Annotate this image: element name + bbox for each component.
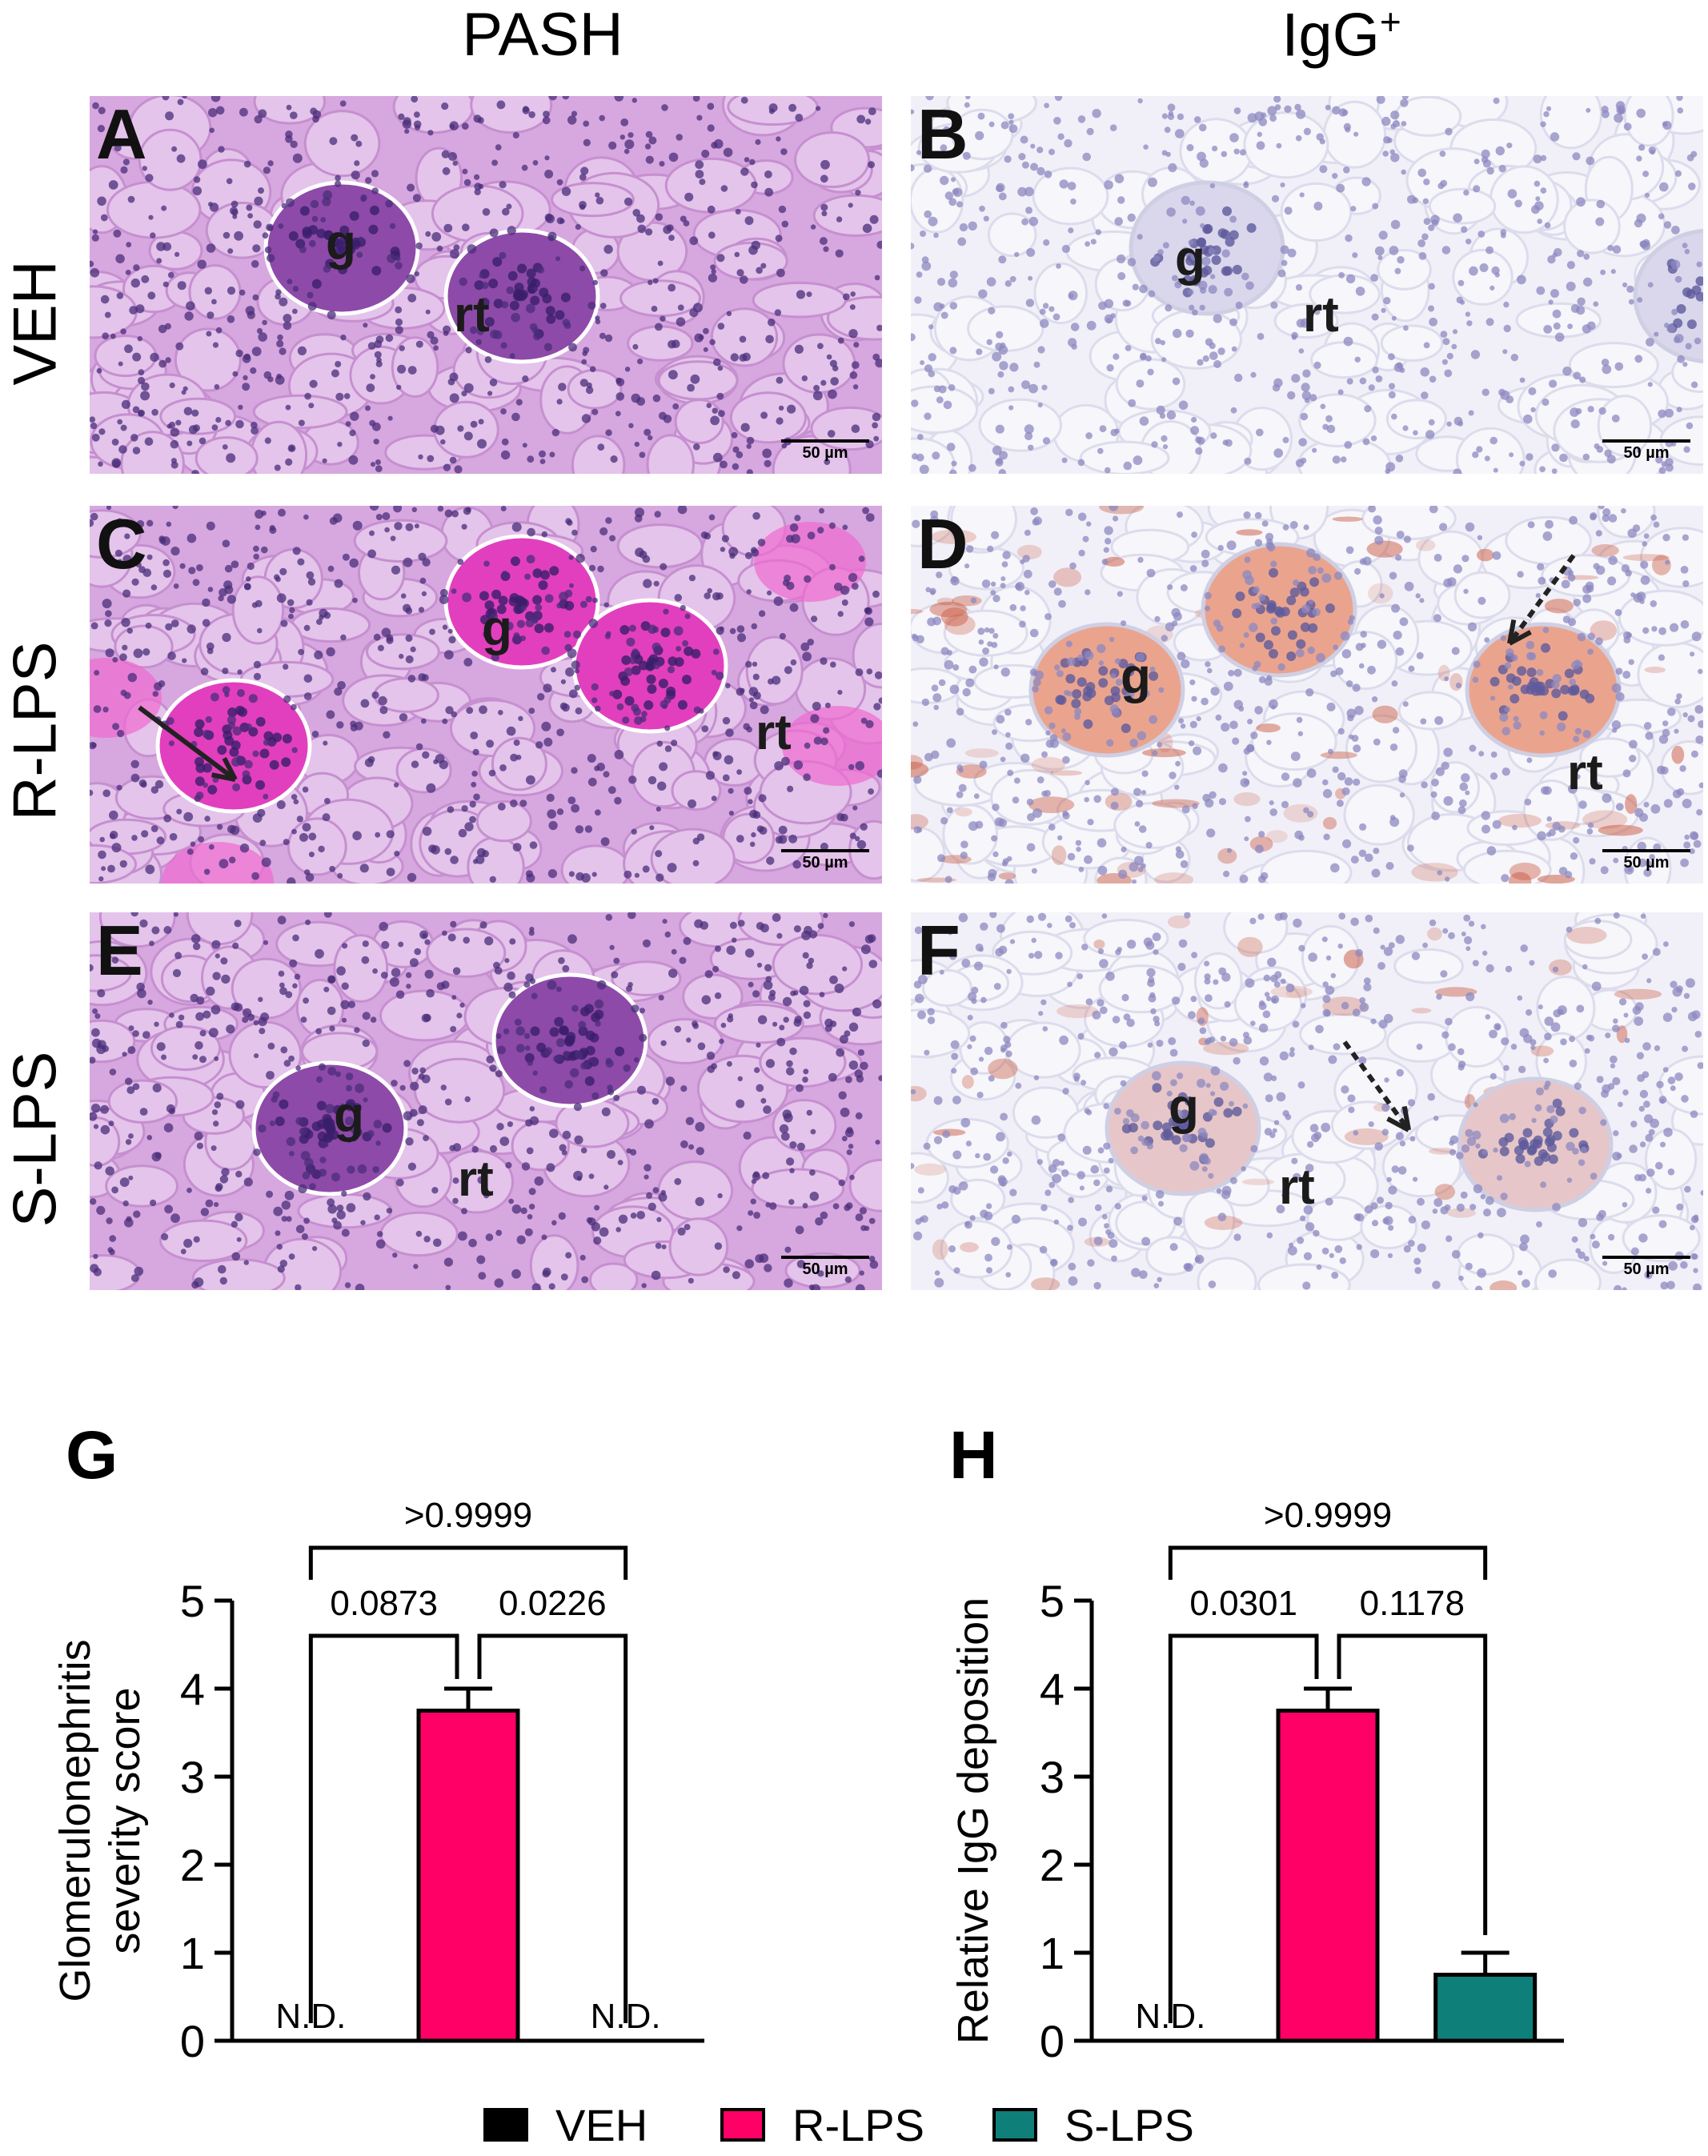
panel-label-e: E: [96, 912, 143, 990]
legend-item-veh: VEH: [483, 2097, 648, 2153]
y-axis-label: severity score: [101, 1687, 149, 1954]
panel-label-a: A: [96, 96, 147, 174]
legend-label: S-LPS: [1064, 2099, 1194, 2150]
y-tick-label: 2: [1040, 1840, 1064, 1890]
panel-label-d: D: [917, 506, 968, 583]
micrograph-b-tissue: [911, 96, 1703, 474]
legend-item-s-lps: S-LPS: [992, 2097, 1194, 2153]
scale-bar: 50 µm: [781, 1256, 869, 1279]
micrograph-c-tissue: [90, 506, 882, 884]
micrograph-panel-a: A g rt 50 µm: [90, 96, 882, 474]
glomerulus-label: g: [334, 1088, 364, 1143]
y-tick-label: 3: [180, 1752, 205, 1802]
legend-label: R-LPS: [792, 2099, 924, 2150]
scale-bar: 50 µm: [781, 439, 869, 463]
y-tick-label: 2: [180, 1840, 205, 1890]
row-header-r-lps: R-LPS: [1, 641, 70, 821]
legend-swatch: [992, 2108, 1037, 2142]
renal-tubule-label: rt: [1279, 1160, 1315, 1215]
scale-bar-line: [781, 849, 869, 852]
y-tick-label: 1: [1040, 1928, 1064, 1978]
y-tick-label: 5: [1040, 1576, 1064, 1626]
y-tick-label: 1: [180, 1928, 205, 1978]
y-axis-label: Glomerulonephritis: [51, 1639, 99, 2002]
p-value-label: 0.0873: [330, 1584, 438, 1623]
chart-letter-h: H: [949, 1417, 998, 1493]
scale-bar-line: [1602, 849, 1690, 852]
scale-bar-label: 50 µm: [1623, 1260, 1670, 1278]
renal-tubule-label: rt: [454, 287, 490, 343]
panel-label-c: C: [96, 506, 147, 583]
scale-bar-line: [781, 439, 869, 443]
p-value-label: >0.9999: [404, 1496, 532, 1535]
legend-swatch: [483, 2108, 528, 2142]
micrograph-d-tissue: [911, 506, 1703, 884]
micrograph-e-tissue: [90, 912, 882, 1290]
panel-label-f: F: [917, 912, 960, 990]
comparison-bracket: [1337, 1633, 1488, 1935]
comparison-bracket: [308, 1545, 628, 1580]
scale-bar-label: 50 µm: [1623, 854, 1670, 872]
y-tick-label: 0: [180, 2016, 205, 2066]
chart-letter-g: G: [66, 1417, 118, 1493]
column-header-igg-sup: +: [1379, 1, 1401, 42]
y-tick-label: 0: [1040, 2016, 1064, 2066]
legend-item-r-lps: R-LPS: [720, 2097, 924, 2153]
glomerulus-label: g: [1169, 1080, 1199, 1135]
scale-bar: 50 µm: [1602, 1256, 1690, 1279]
scale-bar-line: [1602, 439, 1690, 443]
scale-bar: 50 µm: [781, 849, 869, 872]
bar-chart-g: Glomerulonephritis severity score012345N.…: [51, 1496, 704, 2066]
comparison-bracket: [1168, 1633, 1319, 2023]
micrograph-panel-f: F g rt 50 µm: [911, 912, 1703, 1290]
scale-bar: 50 µm: [1602, 849, 1690, 872]
bar-s-lps: [1433, 1973, 1538, 2043]
row-header-s-lps: S-LPS: [1, 1051, 70, 1228]
scale-bar-label: 50 µm: [1623, 444, 1670, 462]
glomerulus-label: g: [1121, 649, 1151, 704]
legend: VEH R-LPS S-LPS: [0, 2097, 1708, 2153]
y-axis-label: Relative IgG deposition: [949, 1597, 997, 2044]
legend-label: VEH: [555, 2099, 648, 2150]
p-value-label: 0.0226: [499, 1584, 607, 1623]
bar-r-lps: [1276, 1709, 1380, 2043]
legend-swatch: [720, 2108, 765, 2142]
renal-tubule-label: rt: [458, 1152, 494, 1207]
micrograph-a-tissue: [90, 96, 882, 474]
micrograph-panel-d: D g rt 50 µm: [911, 506, 1703, 884]
row-header-veh: VEH: [1, 260, 70, 386]
p-value-label: 0.1178: [1360, 1584, 1465, 1623]
y-tick-label: 4: [180, 1664, 205, 1714]
comparison-bracket: [308, 1633, 459, 2023]
comparison-bracket: [1168, 1545, 1488, 1580]
scale-bar-label: 50 µm: [802, 444, 848, 462]
column-header-igg: IgG+: [1101, 0, 1582, 70]
y-tick-label: 5: [180, 1576, 205, 1626]
scale-bar-line: [781, 1256, 869, 1259]
glomerulus-label: g: [1175, 231, 1205, 287]
renal-tubule-label: rt: [1303, 287, 1339, 343]
scale-bar: 50 µm: [1602, 439, 1690, 463]
bar-r-lps: [416, 1709, 520, 2043]
renal-tubule-label: rt: [756, 705, 792, 760]
panel-label-b: B: [917, 96, 968, 174]
comparison-bracket: [477, 1633, 628, 2023]
micrograph-panel-b: B g rt 50 µm: [911, 96, 1703, 474]
y-tick-label: 4: [1040, 1664, 1064, 1714]
micrograph-f-tissue: [911, 912, 1703, 1290]
column-header-pash: PASH: [462, 1, 623, 69]
scale-bar-label: 50 µm: [802, 854, 848, 872]
column-header-igg-base: IgG: [1281, 1, 1380, 70]
p-value-label: >0.9999: [1264, 1496, 1392, 1535]
micrograph-panel-c: C g rt 50 µm: [90, 506, 882, 884]
glomerulus-label: g: [326, 215, 356, 271]
glomerulus-label: g: [482, 601, 512, 656]
scale-bar-line: [1602, 1256, 1690, 1259]
renal-tubule-label: rt: [1567, 745, 1603, 800]
p-value-label: 0.0301: [1189, 1584, 1297, 1623]
micrograph-panel-e: E g rt 50 µm: [90, 912, 882, 1290]
y-tick-label: 3: [1040, 1752, 1064, 1802]
scale-bar-label: 50 µm: [802, 1260, 848, 1278]
